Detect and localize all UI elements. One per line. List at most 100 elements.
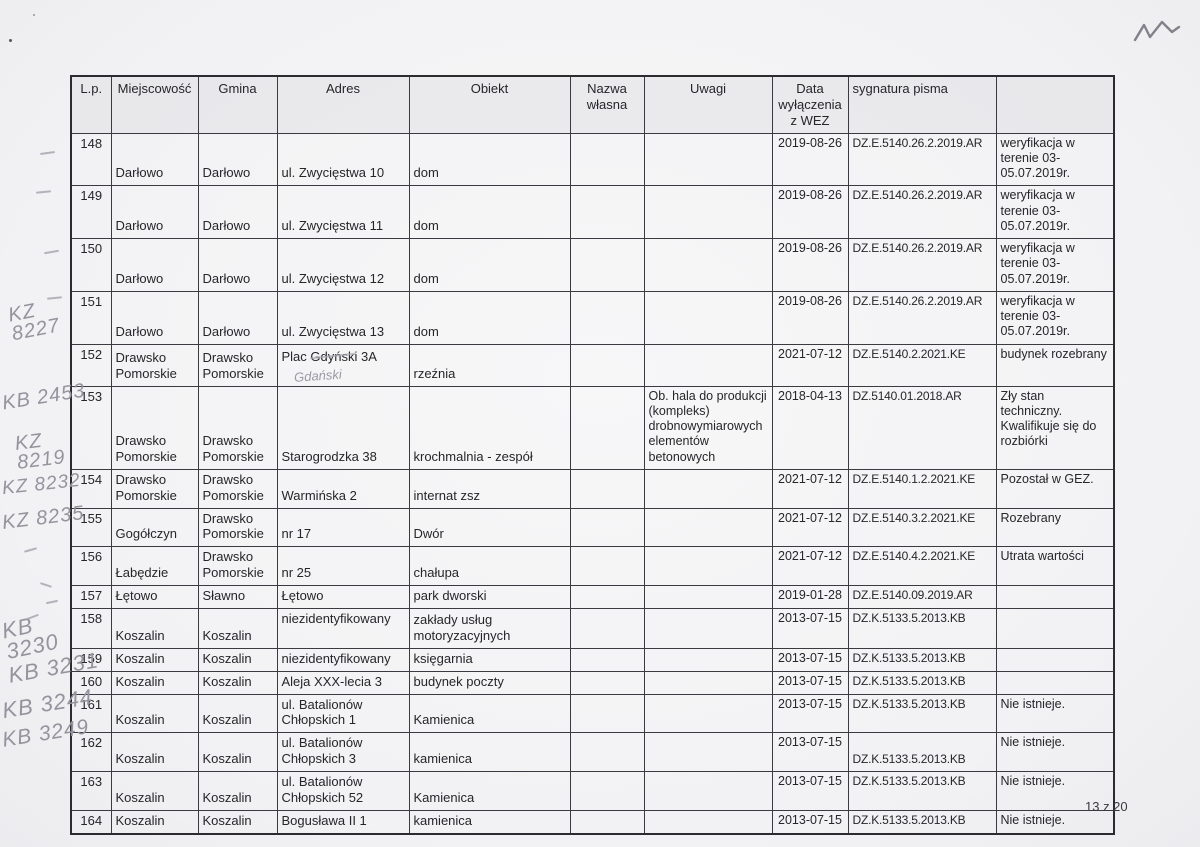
cell-data: 2021-07-12 <box>771 343 849 387</box>
cell-status: weryfikacja w terenie 03-05.07.2019r. <box>995 185 1115 240</box>
cell-data: 2013-07-15 <box>771 771 849 811</box>
cell-adres: ul. Zwycięstwa 12 <box>276 238 410 292</box>
cell-lp: 150 <box>70 238 112 292</box>
cell-data: 2013-07-15 <box>771 693 849 734</box>
cell-obiekt: internat zsz <box>408 468 571 509</box>
cell-sygnatura: DZ.E.5140.1.2.2021.KE <box>847 468 997 509</box>
cell-lp: 152 <box>70 343 112 387</box>
cell-data: 2013-07-15 <box>771 607 849 649</box>
cell-sygnatura: DZ.5140.01.2018.AR <box>847 385 997 470</box>
cell-uwagi <box>643 290 773 345</box>
cell-nazwa <box>569 732 645 772</box>
handwritten-correction: Gdański <box>293 366 342 385</box>
cell-obiekt: dom <box>408 185 571 240</box>
cell-lp: 156 <box>70 546 112 586</box>
cell-uwagi <box>643 238 773 292</box>
cell-status: Nie istnieje. <box>995 693 1115 734</box>
table-row: 161 Koszalin Koszalin ul. Batalionów Chłops… <box>70 693 1115 734</box>
cell-obiekt: krochmalnia - zespół <box>408 385 571 470</box>
cell-gmina: Koszalin <box>197 693 278 734</box>
cell-lp: 164 <box>70 809 112 835</box>
cell-uwagi <box>643 584 773 609</box>
cell-lp: 154 <box>70 468 112 509</box>
table-row: 162 Koszalin Koszalin ul. Batalionów Chłops… <box>70 732 1115 772</box>
cell-status: Utrata wartości <box>995 546 1115 586</box>
cell-uwagi <box>643 809 773 835</box>
cell-adres: ul. Zwycięstwa 13 <box>276 290 410 345</box>
cell-obiekt: kamienica <box>408 732 571 772</box>
cell-obiekt: budynek poczty <box>408 670 571 695</box>
table-row: 148 Darłowo Darłowo ul. Zwycięstwa 10 dom 201… <box>70 132 1115 187</box>
cell-obiekt: rzeźnia <box>408 343 571 387</box>
cell-status: Nie istnieje. <box>995 809 1115 835</box>
cell-uwagi <box>643 185 773 240</box>
cell-sygnatura: DZ.K.5133.5.2013.KB <box>847 732 997 772</box>
pencil-scribble <box>309 352 356 360</box>
cell-miejscowosc: Koszalin <box>110 670 199 695</box>
cell-miejscowosc: Koszalin <box>110 809 199 835</box>
cell-miejscowosc: Gogółczyn <box>110 507 199 548</box>
cell-adres: ul. Batalionów Chłopskich 3 <box>276 732 410 772</box>
cell-lp: 157 <box>70 584 112 609</box>
table-row: 154 Drawsko Pomorskie Drawsko Pomorskie War… <box>70 468 1115 509</box>
cell-data: 2021-07-12 <box>771 507 849 548</box>
table-row: 160 Koszalin Koszalin Aleja XXX-lecia 3 budy… <box>70 670 1115 695</box>
cell-obiekt: park dworski <box>408 584 571 609</box>
table-header: L.p. Miejscowość Gmina Adres Obiekt Nazwa wła… <box>70 75 1115 134</box>
cell-miejscowosc: Koszalin <box>110 647 199 672</box>
cell-status: weryfikacja w terenie 03-05.07.2019r. <box>995 290 1115 345</box>
cell-gmina: Koszalin <box>197 809 278 835</box>
cell-adres: niezidentyfikowany <box>276 647 410 672</box>
cell-uwagi <box>643 546 773 586</box>
pencil-dash <box>23 547 38 553</box>
cell-obiekt: zakłady usług motoryzacyjnych <box>408 607 571 649</box>
cell-adres: nr 17 <box>276 507 410 548</box>
cell-sygnatura: DZ.K.5133.5.2013.KB <box>847 670 997 695</box>
cell-adres: Bogusława II 1 <box>276 809 410 835</box>
header-miejscowosc: Miejscowość <box>110 75 199 134</box>
cell-lp: 158 <box>70 607 112 649</box>
cell-status: budynek rozebrany <box>995 343 1115 387</box>
header-adres: Adres <box>276 75 410 134</box>
cell-sygnatura: DZ.E.5140.26.2.2019.AR <box>847 290 997 345</box>
cell-nazwa <box>569 607 645 649</box>
cell-nazwa <box>569 238 645 292</box>
handwritten-margin-note: KZ 8227 <box>6 299 62 346</box>
cell-data: 2013-07-15 <box>771 647 849 672</box>
table-row: 163 Koszalin Koszalin ul. Batalionów Chłops… <box>70 771 1115 811</box>
cell-sygnatura: DZ.K.5133.5.2013.KB <box>847 771 997 811</box>
cell-sygnatura: DZ.K.5133.5.2013.KB <box>847 693 997 734</box>
cell-data: 2013-07-15 <box>771 732 849 772</box>
cell-lp: 155 <box>70 507 112 548</box>
cell-nazwa <box>569 546 645 586</box>
cell-data: 2019-01-28 <box>771 584 849 609</box>
cell-miejscowosc: Łętowo <box>110 584 199 609</box>
cell-sygnatura: DZ.E.5140.26.2.2019.AR <box>847 185 997 240</box>
cell-nazwa <box>569 584 645 609</box>
cell-adres: ul. Batalionów Chłopskich 52 <box>276 771 410 811</box>
cell-gmina: Koszalin <box>197 607 278 649</box>
page-number: 13 z 20 <box>1085 799 1128 814</box>
cell-data: 2013-07-15 <box>771 809 849 835</box>
header-obiekt: Obiekt <box>408 75 571 134</box>
cell-status: Zły stan techniczny. Kwalifikuje się do … <box>995 385 1115 470</box>
cell-miejscowosc: Koszalin <box>110 607 199 649</box>
pencil-dash <box>35 190 52 194</box>
cell-uwagi <box>643 732 773 772</box>
cell-gmina: Darłowo <box>197 132 278 187</box>
cell-miejscowosc: Darłowo <box>110 238 199 292</box>
cell-nazwa <box>569 693 645 734</box>
cell-nazwa <box>569 343 645 387</box>
table-row: 157 Łętowo Sławno Łętowo park dworski 2019-01… <box>70 584 1115 609</box>
cell-miejscowosc: Drawsko Pomorskie <box>110 468 199 509</box>
register-table: L.p. Miejscowość Gmina Adres Obiekt Nazwa wła… <box>70 75 1115 835</box>
cell-gmina: Drawsko Pomorskie <box>197 546 278 586</box>
cell-uwagi <box>643 607 773 649</box>
pencil-dash <box>39 150 56 156</box>
cell-uwagi <box>643 343 773 387</box>
cell-nazwa <box>569 507 645 548</box>
cell-status: weryfikacja w terenie 03-05.07.2019r. <box>995 132 1115 187</box>
cell-sygnatura: DZ.K.5133.5.2013.KB <box>847 647 997 672</box>
cell-data: 2019-08-26 <box>771 290 849 345</box>
cell-obiekt: dom <box>408 238 571 292</box>
